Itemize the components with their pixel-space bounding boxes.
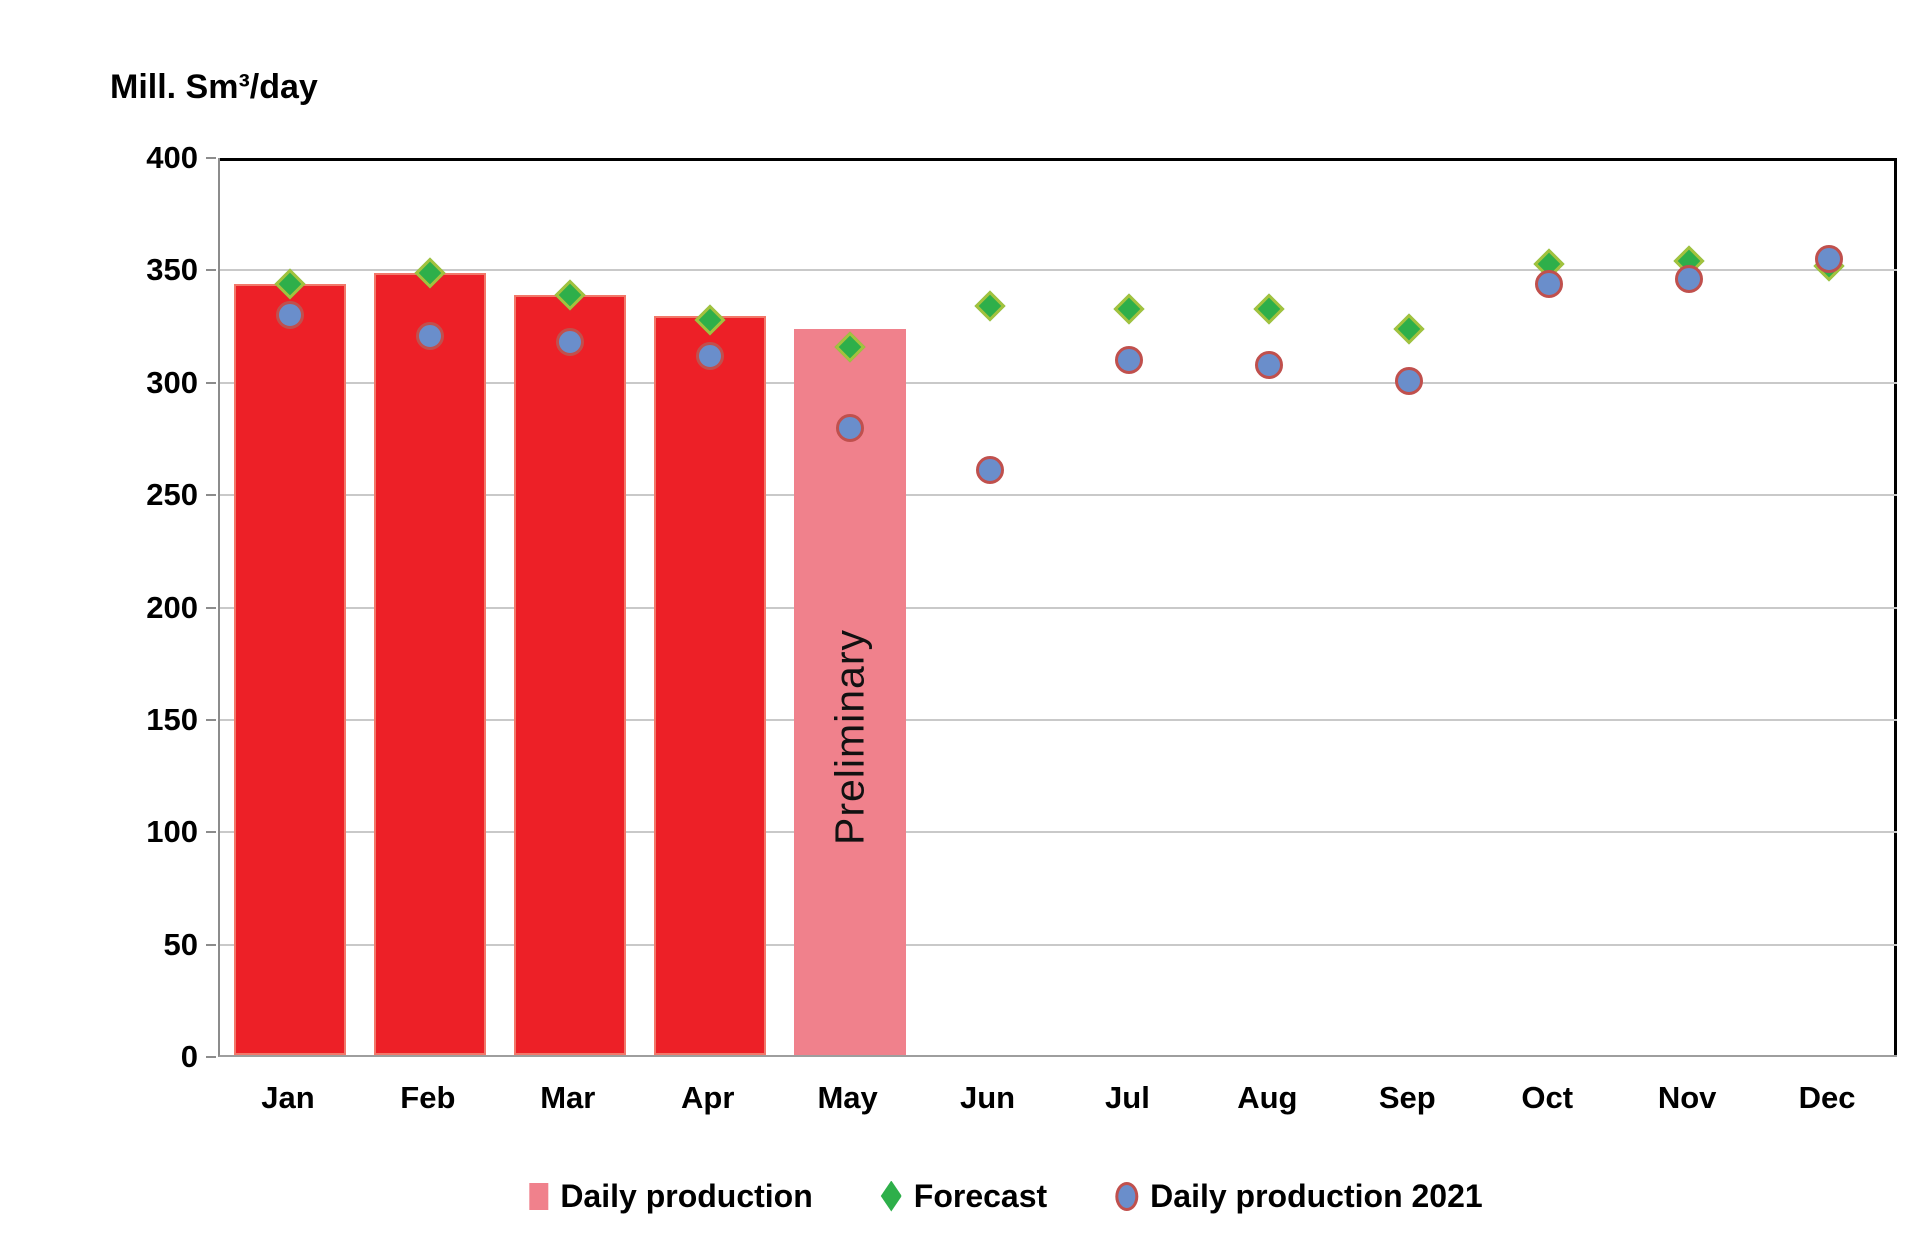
- y-tick-150: [206, 718, 216, 721]
- production-2021-circle-nov: [1675, 265, 1704, 294]
- gridline-100: [220, 831, 1897, 834]
- forecast-diamond-jul: [1113, 293, 1146, 325]
- x-axis-label-sep: Sep: [1378, 1080, 1436, 1115]
- production-2021-circle-apr: [695, 341, 724, 370]
- y-tick-50: [206, 943, 216, 946]
- daily-production-swatch-icon: [529, 1182, 549, 1210]
- gridline-50: [220, 943, 1897, 946]
- x-axis-label-nov: Nov: [1657, 1080, 1717, 1115]
- plot-area: Preliminary: [218, 158, 1897, 1057]
- x-axis-label-feb: Feb: [400, 1080, 456, 1115]
- y-axis-label-100: 100: [146, 814, 198, 850]
- y-axis-label-350: 350: [146, 252, 198, 288]
- gridline-350: [220, 269, 1897, 272]
- production-2021-circle-aug: [1255, 350, 1284, 379]
- production-2021-circle-feb: [415, 321, 444, 350]
- y-axis-label-200: 200: [146, 589, 198, 625]
- x-axis-label-oct: Oct: [1521, 1080, 1574, 1115]
- legend-item-daily-production-2021: Daily production 2021: [1115, 1178, 1483, 1215]
- production-2021-circle-jun: [975, 456, 1004, 485]
- production-2021-circle-jul: [1115, 346, 1144, 375]
- production-2021-circle-icon: [1115, 1181, 1139, 1211]
- y-axis-label-250: 250: [146, 477, 198, 513]
- gridline-200: [220, 606, 1897, 609]
- production-2021-circle-oct: [1535, 269, 1564, 298]
- legend-label-3: Daily production 2021: [1150, 1177, 1483, 1214]
- forecast-diamond-icon: [880, 1180, 902, 1212]
- gridline-250: [220, 494, 1897, 497]
- gridline-300: [220, 381, 1897, 384]
- y-tick-0: [206, 1056, 216, 1058]
- x-axis-label-jan: Jan: [261, 1080, 315, 1115]
- production-2021-circle-jan: [275, 301, 304, 330]
- y-tick-350: [206, 269, 216, 272]
- y-axis-label-300: 300: [146, 364, 198, 400]
- y-tick-400: [206, 157, 216, 159]
- y-tick-200: [206, 606, 216, 609]
- legend-label-1: Daily production: [560, 1177, 813, 1214]
- forecast-diamond-jun: [973, 290, 1006, 322]
- production-2021-circle-mar: [555, 328, 584, 357]
- legend-item-daily-production: Daily production: [529, 1177, 813, 1215]
- production-2021-circle-dec: [1815, 245, 1844, 274]
- gridline-150: [220, 718, 1897, 721]
- y-axis-label-150: 150: [146, 701, 198, 737]
- y-axis-label-400: 400: [146, 140, 198, 175]
- y-axis-label-0: 0: [180, 1039, 198, 1074]
- production-2021-circle-may: [835, 413, 864, 442]
- legend-label-2: Forecast: [913, 1177, 1048, 1214]
- x-axis-label-aug: Aug: [1237, 1080, 1298, 1115]
- bar-feb: [373, 272, 486, 1055]
- y-axis-label-50: 50: [163, 926, 198, 962]
- legend-item-forecast: Forecast: [880, 1177, 1048, 1215]
- bar-mar: [513, 295, 626, 1055]
- y-tick-250: [206, 494, 216, 497]
- x-axis-label-may: May: [817, 1080, 878, 1115]
- bar-may-preliminary: [793, 329, 906, 1055]
- x-axis-label-apr: Apr: [681, 1080, 735, 1115]
- x-axis-label-mar: Mar: [540, 1080, 596, 1115]
- production-2021-circle-sep: [1395, 366, 1424, 395]
- bar-apr: [653, 315, 766, 1055]
- chart-title: Mill. Sm³/day: [110, 68, 318, 106]
- x-axis-label-dec: Dec: [1798, 1080, 1856, 1115]
- x-axis-label-jul: Jul: [1105, 1080, 1150, 1115]
- y-tick-300: [206, 381, 216, 384]
- bar-jan: [233, 284, 346, 1055]
- y-tick-100: [206, 831, 216, 834]
- plot-border-top: [220, 158, 1897, 161]
- legend: Daily production Forecast Daily production…: [529, 1168, 1483, 1224]
- preliminary-annotation: Preliminary: [826, 628, 873, 846]
- x-axis-label-jun: Jun: [959, 1080, 1016, 1115]
- forecast-diamond-sep: [1393, 313, 1425, 345]
- forecast-diamond-aug: [1253, 293, 1285, 325]
